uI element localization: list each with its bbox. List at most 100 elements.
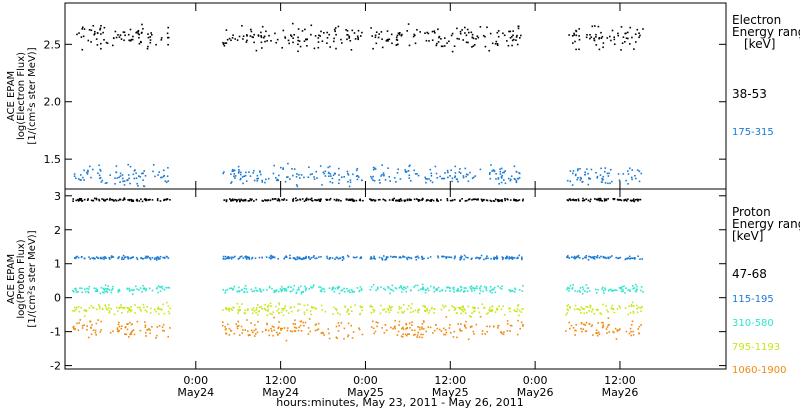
data-point: [232, 287, 234, 290]
data-point: [501, 258, 504, 261]
data-point: [320, 332, 323, 334]
data-point: [567, 286, 569, 289]
data-point: [638, 170, 641, 173]
data-point: [395, 181, 397, 183]
data-point: [355, 256, 358, 258]
data-point: [579, 291, 581, 293]
data-point: [131, 330, 134, 332]
data-point: [237, 312, 239, 314]
data-point: [589, 178, 591, 180]
data-point: [387, 309, 390, 311]
data-point: [277, 179, 280, 182]
data-point: [432, 199, 435, 202]
data-point: [316, 177, 318, 179]
data-point: [475, 38, 477, 40]
data-point: [126, 328, 129, 331]
data-point: [510, 178, 512, 181]
data-point: [230, 200, 233, 202]
series-points-175-315: [73, 162, 643, 188]
data-point: [613, 331, 615, 334]
data-point: [293, 168, 296, 170]
data-point: [496, 308, 499, 311]
data-point: [599, 174, 602, 176]
data-point: [385, 256, 388, 258]
data-point: [135, 172, 137, 174]
data-point: [605, 257, 608, 260]
data-point: [360, 256, 362, 258]
data-point: [581, 330, 583, 333]
data-point: [359, 312, 362, 315]
data-point: [469, 286, 472, 288]
data-point: [409, 327, 411, 329]
data-point: [574, 304, 577, 307]
data-point: [420, 288, 422, 290]
data-point: [341, 42, 343, 44]
data-point: [242, 200, 244, 202]
data-point: [242, 182, 244, 185]
data-point: [416, 198, 418, 200]
data-point: [358, 290, 361, 293]
data-point: [285, 339, 288, 342]
data-point: [399, 285, 402, 287]
data-point: [227, 308, 230, 310]
data-point: [421, 328, 423, 330]
data-point: [116, 177, 119, 179]
data-point: [520, 311, 523, 313]
data-point: [303, 313, 306, 316]
data-point: [596, 254, 599, 257]
data-point: [375, 31, 378, 33]
data-point: [486, 313, 488, 315]
data-point: [369, 198, 371, 200]
data-point: [602, 321, 604, 324]
data-point: [490, 308, 493, 311]
data-point: [421, 199, 423, 201]
data-point: [473, 287, 475, 290]
data-point: [406, 308, 409, 310]
data-point: [607, 175, 610, 177]
data-point: [600, 199, 602, 201]
data-point: [224, 326, 226, 328]
data-point: [518, 289, 521, 291]
data-point: [446, 286, 448, 289]
data-point: [452, 336, 455, 338]
data-point: [329, 165, 331, 168]
data-point: [309, 198, 312, 201]
data-point: [615, 289, 618, 292]
data-point: [338, 174, 340, 176]
data-point: [361, 309, 363, 312]
data-point: [595, 329, 598, 331]
data-point: [352, 331, 355, 333]
data-point: [397, 168, 399, 171]
data-point: [167, 257, 170, 259]
data-point: [301, 198, 304, 200]
data-point: [408, 256, 411, 259]
data-point: [438, 36, 440, 39]
data-point: [266, 289, 268, 291]
data-point: [381, 164, 383, 166]
data-point: [328, 33, 330, 36]
data-point: [99, 176, 102, 179]
data-point: [139, 308, 142, 311]
data-point: [630, 200, 633, 202]
data-point: [369, 289, 372, 291]
data-point: [242, 38, 244, 40]
data-point: [613, 311, 616, 314]
x-tick-label-date: May24: [177, 386, 214, 399]
data-point: [276, 331, 278, 334]
data-point: [346, 170, 349, 173]
data-point: [231, 199, 234, 201]
data-point: [278, 332, 281, 334]
data-point: [305, 197, 308, 200]
data-point: [73, 310, 76, 312]
data-point: [254, 324, 256, 326]
series-points-1060-1900: [72, 315, 642, 342]
data-point: [406, 327, 408, 329]
data-point: [402, 312, 405, 314]
data-point: [293, 284, 296, 287]
data-point: [596, 199, 599, 201]
data-point: [414, 309, 417, 312]
data-point: [167, 43, 169, 46]
data-point: [285, 290, 288, 292]
data-point: [238, 334, 241, 336]
data-point: [569, 306, 571, 308]
